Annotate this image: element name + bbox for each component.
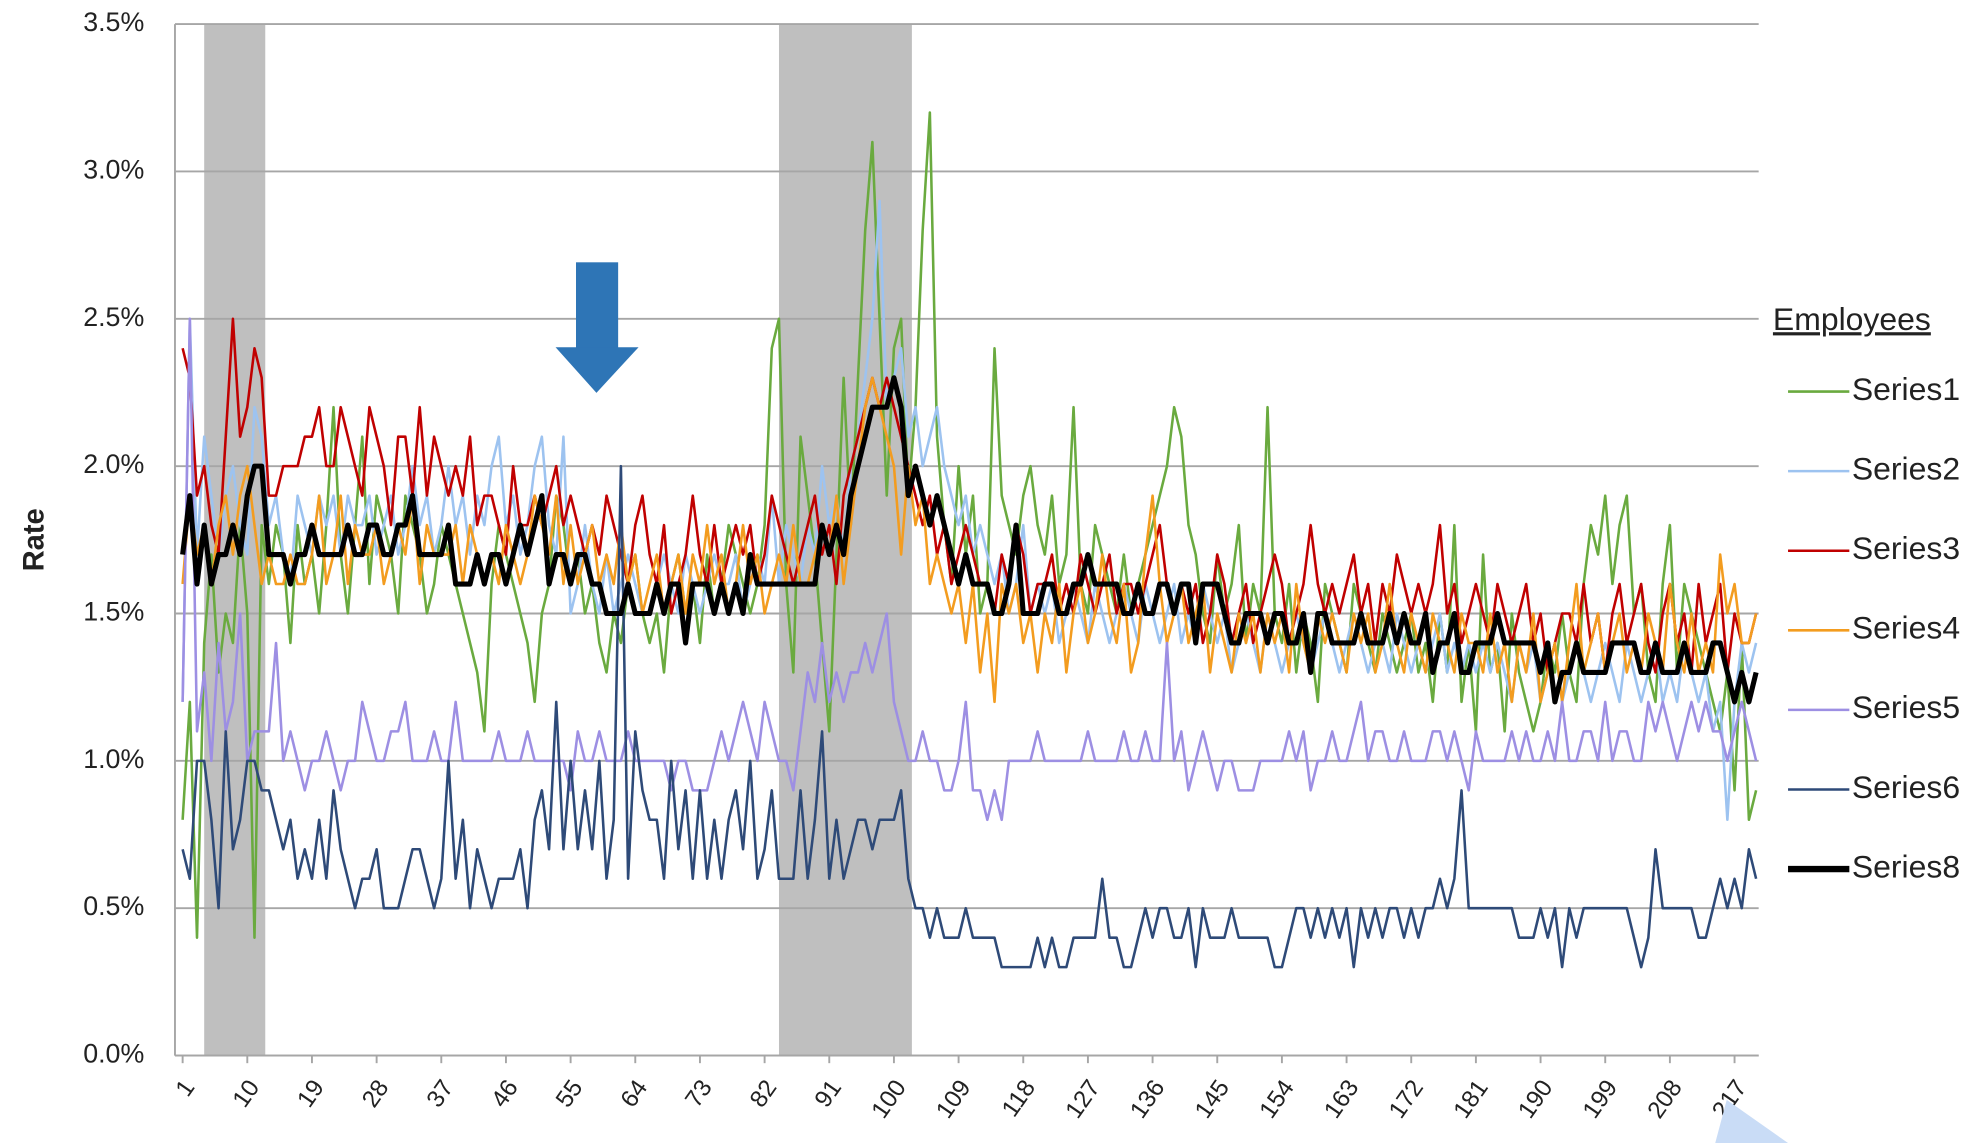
series-line (180, 375, 1759, 705)
x-tick-label: 145 (1190, 1075, 1235, 1123)
x-tick-label: 46 (486, 1075, 524, 1112)
x-tick-label: 118 (997, 1075, 1041, 1122)
x-tick-label: 28 (357, 1075, 395, 1112)
legend-label: Series5 (1852, 689, 1960, 725)
x-tick-label: 100 (866, 1075, 911, 1123)
y-tick-label: 0.0% (83, 1039, 144, 1069)
x-tick-label: 1 (171, 1075, 201, 1101)
legend-label: Series1 (1852, 371, 1960, 407)
x-tick-label: 154 (1254, 1075, 1299, 1123)
legend-label: Series4 (1852, 610, 1960, 646)
legend-label: Series8 (1852, 849, 1960, 885)
legend: Series1 Series2 Series3 Series4 Series5 Serie… (1788, 371, 1960, 884)
x-tick-label: 199 (1578, 1075, 1623, 1123)
arrow-head (555, 347, 639, 393)
x-tick-label: 109 (931, 1075, 976, 1123)
series-line (181, 199, 1758, 822)
series-line (181, 317, 1758, 822)
x-tick-label: 19 (292, 1075, 330, 1112)
x-tick-label: 64 (615, 1075, 653, 1112)
x-tick-label: 172 (1384, 1075, 1429, 1123)
y-tick-label: 1.5% (83, 597, 144, 627)
arrow-shaft (576, 262, 619, 349)
y-tick-label: 2.0% (83, 449, 144, 479)
series-line (181, 376, 1758, 704)
legend-label: Series2 (1852, 451, 1960, 487)
y-tick-label: 3.0% (83, 155, 144, 185)
x-tick-label: 163 (1319, 1075, 1364, 1123)
y-tick-label: 0.5% (83, 891, 144, 921)
corner-shape (1715, 1099, 1789, 1143)
series-line (181, 317, 1758, 674)
x-tick-label: 181 (1448, 1075, 1493, 1123)
x-tick-label: 73 (680, 1075, 718, 1112)
x-tick-label: 127 (1060, 1075, 1105, 1123)
series-lines (180, 111, 1759, 969)
x-tick-label: 208 (1642, 1075, 1687, 1123)
annotations (555, 262, 1789, 1143)
y-tick-label: 3.5% (83, 7, 144, 37)
legend-label: Series3 (1852, 530, 1960, 566)
x-tick-label: 91 (809, 1075, 847, 1112)
x-tick-label: 10 (227, 1075, 265, 1112)
grid: 0.0% 0.5% 1.0% 1.5% 2.0% 2.5% 3.0% 3.5% 1 10 19 28 3… (83, 7, 1759, 1123)
x-tick-label: 136 (1125, 1075, 1170, 1123)
series-line (181, 464, 1758, 969)
legend-title: Employees (1773, 301, 1931, 337)
x-tick-label: 82 (745, 1075, 783, 1112)
y-axis-label: Rate (18, 508, 50, 571)
legend-label: Series6 (1852, 769, 1960, 805)
x-tick-label: 37 (421, 1075, 459, 1112)
y-tick-label: 2.5% (83, 302, 144, 332)
x-tick-label: 190 (1513, 1075, 1558, 1123)
x-tick-label: 55 (551, 1075, 589, 1112)
y-tick-label: 1.0% (83, 744, 144, 774)
